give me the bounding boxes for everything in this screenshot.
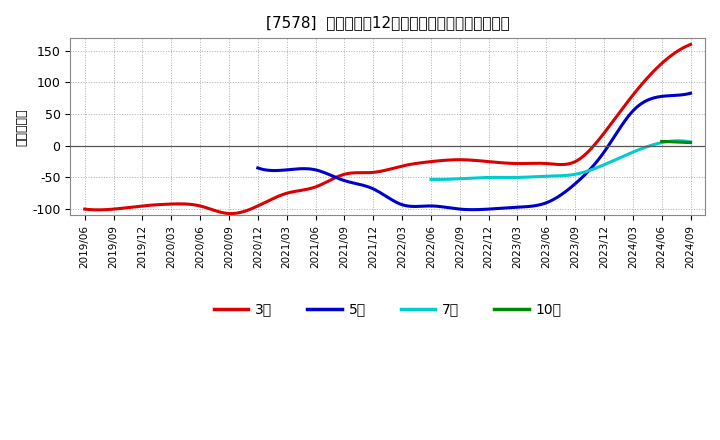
Legend: 3年, 5年, 7年, 10年: 3年, 5年, 7年, 10年 [208,297,567,322]
Y-axis label: （百万円）: （百万円） [15,108,28,146]
Title: [7578]  当期純利益12か月移動合計の平均値の推移: [7578] 当期純利益12か月移動合計の平均値の推移 [266,15,510,30]
